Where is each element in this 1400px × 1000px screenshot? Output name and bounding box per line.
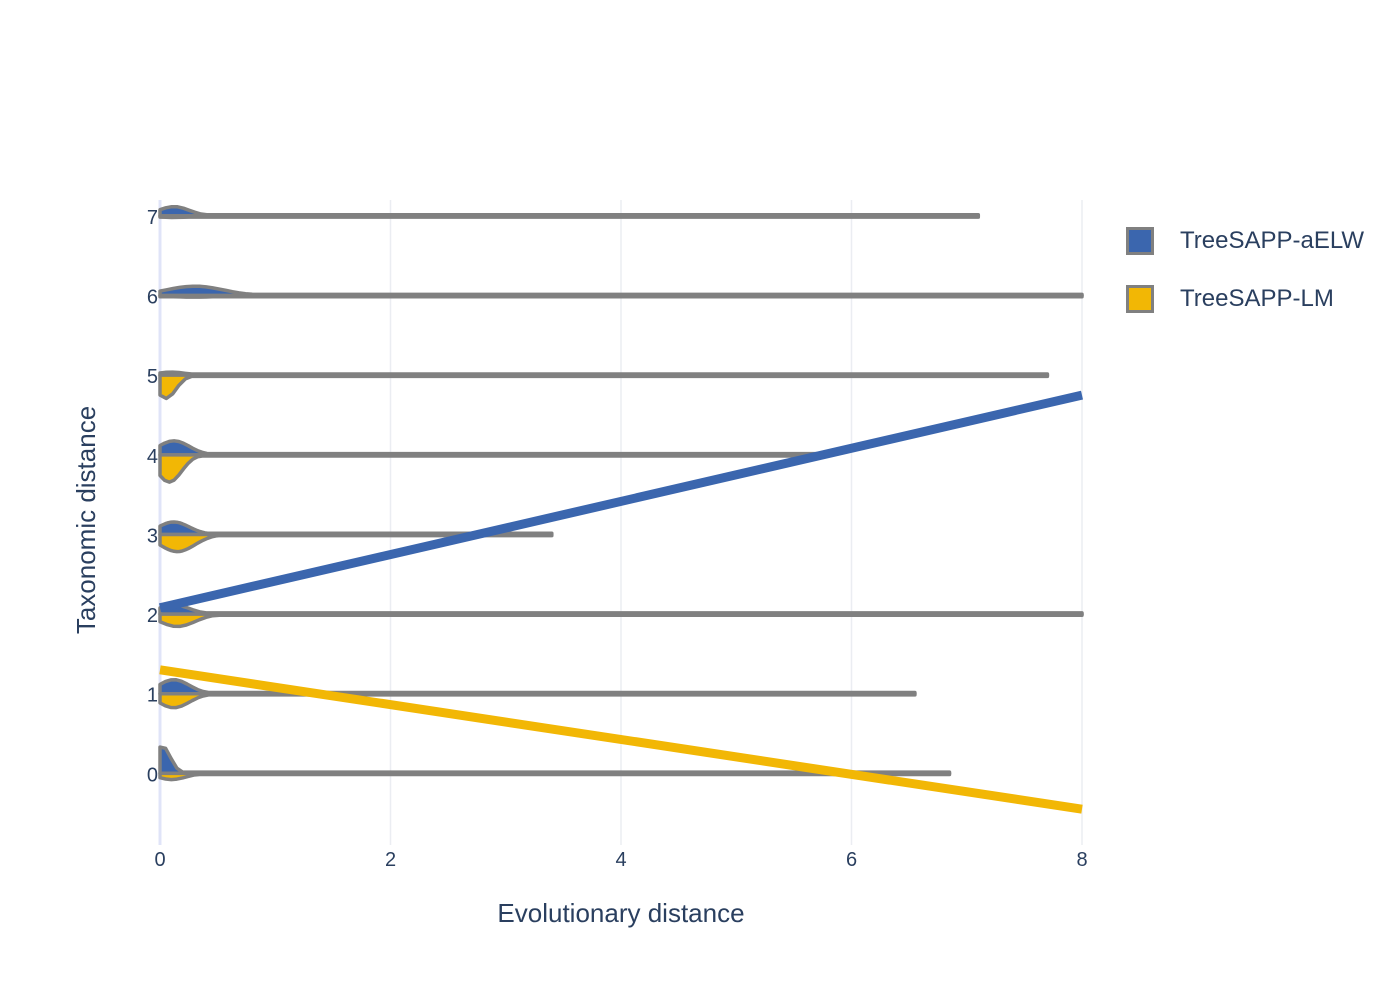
violin-treesapp-lm-1 xyxy=(158,691,917,710)
y-axis-ticks: 0 1 2 3 4 5 6 7 xyxy=(147,207,158,786)
y-tick-label: 6 xyxy=(147,287,158,309)
legend-label: TreeSAPP-aELW xyxy=(1180,227,1365,254)
violin-treesapp-lm-4 xyxy=(158,453,819,484)
x-tick-label: 0 xyxy=(154,849,165,871)
violin-treesapp-lm-6 xyxy=(158,293,1084,299)
legend-item-treesapp-aelw[interactable]: TreeSAPP-aELW xyxy=(1126,212,1364,270)
violin-treesapp-lm-3 xyxy=(158,532,554,554)
legend: TreeSAPP-aELW TreeSAPP-LM xyxy=(1126,212,1364,328)
x-tick-label: 6 xyxy=(846,849,857,871)
x-axis-title: Evolutionary distance xyxy=(497,898,744,928)
y-tick-label: 1 xyxy=(147,685,158,707)
legend-swatch-treesapp-aelw xyxy=(1126,227,1154,255)
grid-lines xyxy=(158,200,1083,845)
legend-item-treesapp-lm[interactable]: TreeSAPP-LM xyxy=(1126,270,1364,328)
y-axis-title: Taxonomic distance xyxy=(71,406,101,634)
x-tick-label: 4 xyxy=(615,849,626,871)
legend-label: TreeSAPP-LM xyxy=(1180,285,1334,312)
violin-treesapp-aelw-4 xyxy=(158,439,819,457)
y-tick-label: 4 xyxy=(147,446,158,468)
y-tick-label: 3 xyxy=(147,525,158,547)
y-tick-label: 7 xyxy=(147,207,158,229)
legend-swatch-treesapp-lm xyxy=(1126,285,1154,313)
y-tick-label: 5 xyxy=(147,366,158,388)
violin-treesapp-lm-7 xyxy=(158,214,981,220)
trend-line-treesapp-lm xyxy=(159,665,1083,814)
violin-treesapp-lm-2 xyxy=(158,612,1084,629)
y-tick-label: 2 xyxy=(147,605,158,627)
x-tick-label: 8 xyxy=(1076,849,1087,871)
violin-treesapp-lm-5 xyxy=(158,373,1050,401)
x-axis-ticks: 0 2 4 6 8 xyxy=(154,849,1087,871)
y-tick-label: 0 xyxy=(147,764,158,786)
x-tick-label: 2 xyxy=(385,849,396,871)
trend-lines xyxy=(158,390,1084,814)
trend-line-treesapp-aelw xyxy=(158,390,1084,613)
